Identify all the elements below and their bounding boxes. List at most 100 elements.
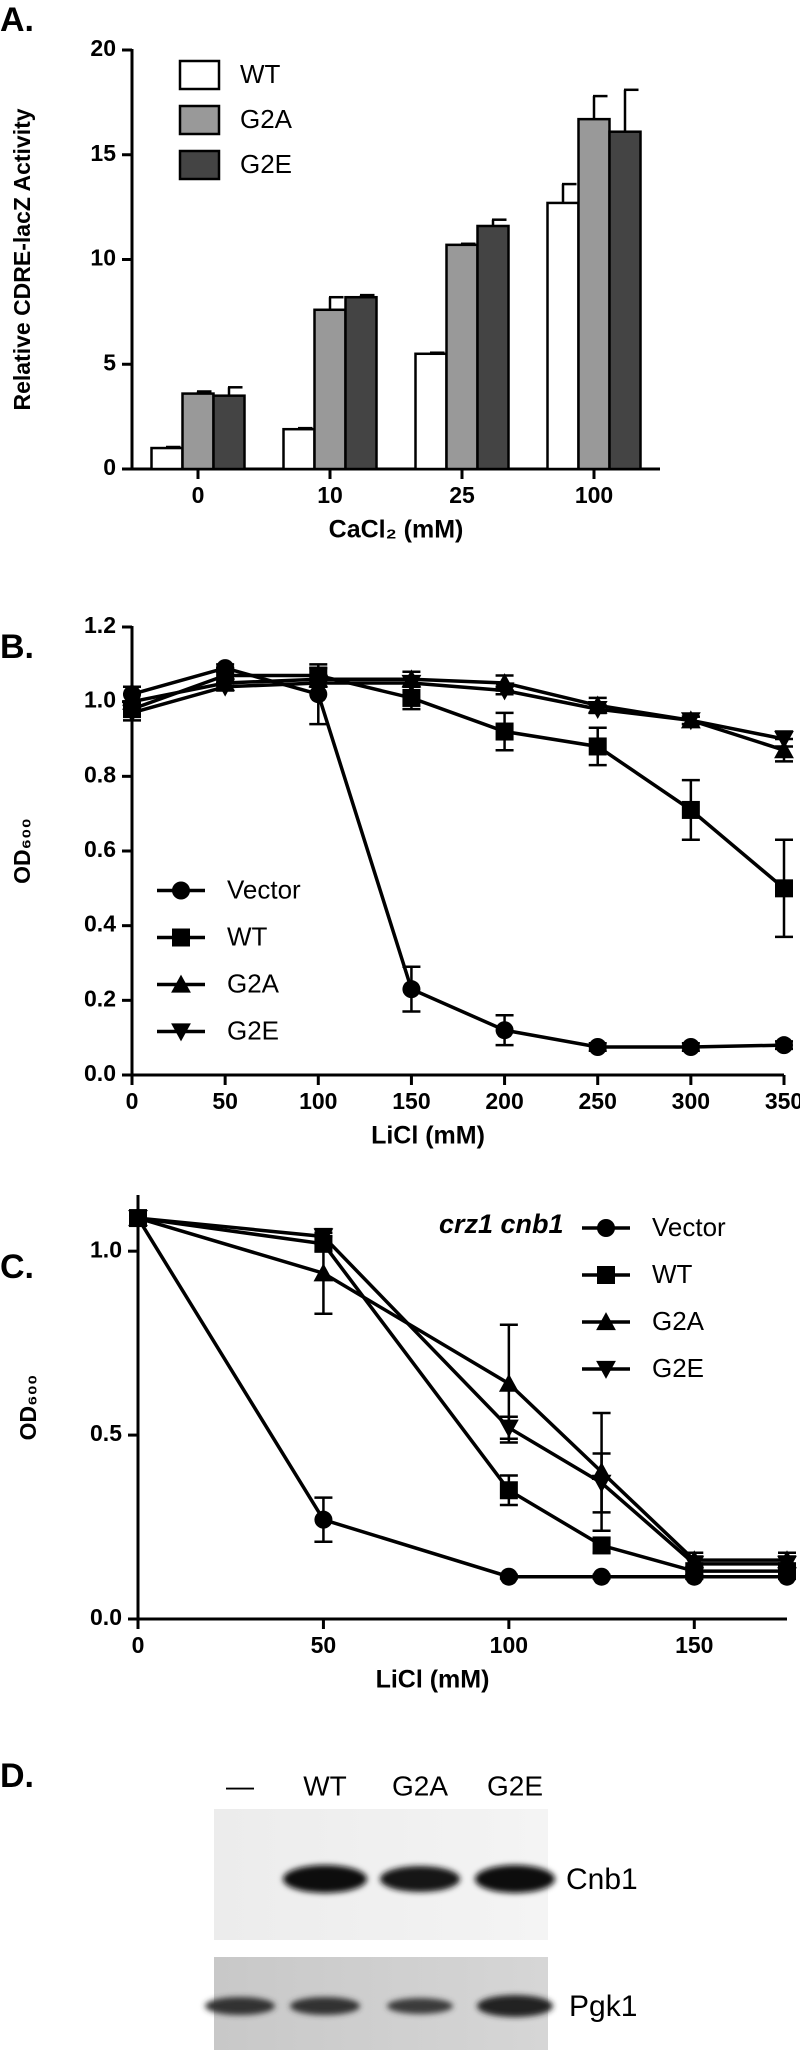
- panel-label: D.: [0, 1757, 34, 1795]
- marker: [592, 1536, 611, 1555]
- legend-marker: [172, 928, 190, 947]
- y-tick-label: 20: [90, 35, 116, 61]
- y-axis-label: OD₆₀₀: [15, 1375, 41, 1441]
- x-axis-label: CaCl₂ (mM): [329, 516, 464, 544]
- marker: [402, 980, 421, 999]
- band-label: Pgk1: [569, 1990, 637, 2023]
- legend-swatch: [178, 104, 221, 136]
- marker: [680, 712, 701, 731]
- bar: [577, 117, 611, 471]
- line: [131, 681, 785, 741]
- legend-label: G2E: [652, 1353, 704, 1383]
- legend-marker: [171, 1023, 191, 1042]
- legend-marker: [171, 974, 191, 993]
- marker: [588, 1038, 607, 1056]
- y-tick-label: 5: [103, 349, 116, 375]
- x-tick-label: 200: [485, 1088, 523, 1114]
- marker: [499, 1567, 518, 1586]
- bar: [282, 427, 316, 471]
- marker: [588, 737, 607, 756]
- marker: [777, 1555, 797, 1574]
- bar: [445, 243, 479, 471]
- marker: [775, 1036, 793, 1055]
- bar: [313, 308, 347, 471]
- legend-swatch: [178, 149, 221, 181]
- marker: [774, 730, 794, 749]
- lane-label: G2E: [487, 1770, 543, 1801]
- y-tick-label: 1.0: [90, 1236, 122, 1262]
- band: [283, 1865, 367, 1893]
- marker: [775, 879, 793, 898]
- marker: [681, 1038, 700, 1056]
- panel-label: B.: [0, 628, 34, 666]
- marker: [592, 1567, 611, 1586]
- x-tick-label: 100: [490, 1632, 528, 1658]
- lane-label: —: [226, 1770, 254, 1801]
- y-tick-label: 1.0: [84, 687, 116, 713]
- y-tick-label: 0.0: [84, 1060, 116, 1086]
- y-axis-label: OD₆₀₀: [9, 818, 35, 884]
- x-axis-label: LiCl (mM): [371, 1122, 485, 1150]
- marker: [494, 682, 515, 701]
- x-tick-label: 25: [449, 482, 475, 508]
- y-tick-label: 0.5: [90, 1420, 122, 1446]
- x-axis-label: LiCl (mM): [376, 1666, 490, 1694]
- legend-label: G2A: [240, 104, 293, 134]
- legend-marker: [596, 1312, 616, 1331]
- bar: [546, 201, 580, 471]
- legend-label: G2E: [227, 1015, 279, 1045]
- marker: [684, 1555, 705, 1574]
- legend-marker: [172, 881, 190, 900]
- x-tick-label: 0: [132, 1632, 145, 1658]
- marker: [313, 1263, 334, 1282]
- y-tick-label: 15: [90, 140, 116, 166]
- y-tick-label: 0.6: [84, 836, 116, 862]
- legend-label: WT: [652, 1259, 693, 1289]
- marker: [495, 722, 514, 741]
- lane-label: G2A: [392, 1770, 448, 1801]
- legend-marker: [597, 1266, 615, 1284]
- bar: [608, 130, 642, 471]
- line: [137, 1216, 787, 1573]
- y-axis-label: Relative CDRE-lacZ Activity: [9, 108, 35, 410]
- y-tick-label: 0.2: [84, 985, 116, 1011]
- x-tick-label: 50: [311, 1632, 337, 1658]
- bar: [181, 392, 215, 471]
- marker: [587, 701, 608, 720]
- legend-label: G2E: [240, 149, 292, 179]
- line: [137, 1216, 787, 1566]
- y-tick-label: 1.2: [84, 612, 116, 638]
- bar: [150, 446, 184, 471]
- marker: [128, 1209, 148, 1228]
- x-tick-label: 100: [299, 1088, 337, 1114]
- panel-label: C.: [0, 1248, 34, 1286]
- marker: [499, 1481, 518, 1500]
- marker: [314, 1510, 333, 1529]
- band: [475, 1865, 555, 1893]
- x-tick-label: 50: [212, 1088, 238, 1114]
- line: [131, 673, 786, 890]
- band-label: Cnb1: [566, 1863, 638, 1896]
- band: [205, 1997, 275, 2015]
- legend-label: WT: [227, 921, 268, 951]
- marker: [401, 674, 422, 693]
- y-tick-label: 10: [90, 245, 116, 271]
- bar: [476, 224, 510, 471]
- line: [137, 1216, 787, 1562]
- legend-label: Vector: [227, 874, 301, 904]
- marker: [498, 1373, 519, 1392]
- marker: [402, 688, 421, 707]
- band: [290, 1997, 360, 2015]
- lane-label: WT: [303, 1770, 347, 1801]
- x-tick-label: 100: [575, 482, 613, 508]
- y-tick-label: 0.8: [84, 761, 116, 787]
- band: [387, 1998, 453, 2014]
- marker: [591, 1474, 612, 1493]
- x-tick-label: 250: [579, 1088, 617, 1114]
- marker: [681, 800, 700, 819]
- x-tick-label: 0: [192, 482, 205, 508]
- bar: [344, 295, 378, 471]
- bar: [212, 394, 246, 471]
- legend-label: G2A: [227, 968, 280, 998]
